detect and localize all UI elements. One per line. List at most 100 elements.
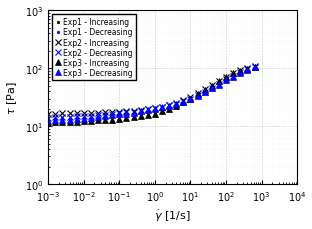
Exp2 - Decreasing [75,116,79,118]
Legend: Exp1 - Increasing, Exp1 - Decreasing, Exp2 - Increasing, Exp2 - Decreasing, Exp3: Exp1 - Increasing, Exp1 - Decreasing, Ex… [52,15,136,81]
X-axis label: $\dot{\gamma}$ [1/s]: $\dot{\gamma}$ [1/s] [154,208,191,224]
Exp3 - Decreasing [110,114,114,117]
Exp3 - Decreasing [246,69,249,72]
Exp2 - Decreasing [153,107,157,110]
Exp1 - Increasing [182,103,185,106]
Exp1 - Increasing [246,69,249,71]
Exp3 - Decreasing [196,95,199,98]
Exp3 - Decreasing [68,119,71,121]
Exp3 - Decreasing [210,87,214,90]
Exp1 - Decreasing [61,119,64,122]
Exp1 - Decreasing [253,67,256,70]
Exp1 - Decreasing [68,119,71,122]
Exp1 - Increasing [210,88,214,91]
Exp2 - Decreasing [167,104,171,107]
Exp1 - Increasing [196,96,199,99]
Exp2 - Decreasing [203,91,207,94]
Exp2 - Increasing [210,85,214,87]
Exp2 - Increasing [117,111,121,114]
Exp1 - Increasing [217,84,221,86]
Exp3 - Increasing [110,119,114,121]
Exp1 - Decreasing [96,117,100,120]
Exp2 - Increasing [82,112,85,115]
Exp2 - Decreasing [132,111,135,114]
Exp2 - Decreasing [46,117,50,120]
Exp3 - Decreasing [238,72,242,75]
Exp3 - Decreasing [253,67,256,69]
Exp1 - Decreasing [103,116,107,119]
Exp1 - Decreasing [174,104,178,107]
Exp2 - Increasing [189,96,193,98]
Exp2 - Decreasing [146,109,150,111]
Exp3 - Decreasing [124,113,128,115]
Exp3 - Increasing [53,121,57,124]
Exp3 - Increasing [217,81,221,83]
Exp1 - Increasing [224,79,228,82]
Exp2 - Decreasing [68,116,71,119]
Exp2 - Increasing [167,104,171,107]
Exp1 - Decreasing [117,114,121,117]
Exp2 - Decreasing [217,83,221,86]
Exp2 - Decreasing [253,66,256,69]
Exp3 - Decreasing [189,98,193,101]
Exp3 - Increasing [203,89,207,92]
Exp1 - Decreasing [46,120,50,122]
Exp2 - Increasing [253,66,256,68]
Exp2 - Decreasing [160,106,164,109]
Exp1 - Decreasing [167,106,171,109]
Exp3 - Decreasing [203,91,207,94]
Exp3 - Increasing [89,120,93,123]
Exp3 - Decreasing [103,115,107,118]
Exp1 - Decreasing [246,69,249,72]
Exp2 - Decreasing [110,113,114,116]
Exp2 - Decreasing [124,112,128,114]
Exp1 - Increasing [68,117,71,120]
Exp1 - Decreasing [203,92,207,95]
Exp1 - Decreasing [182,102,185,104]
Exp3 - Increasing [61,121,64,124]
Exp2 - Increasing [246,68,249,70]
Exp2 - Increasing [89,112,93,115]
Exp2 - Decreasing [89,115,93,117]
Exp1 - Decreasing [231,76,235,79]
Exp2 - Decreasing [96,114,100,117]
Exp3 - Increasing [46,122,50,124]
Exp2 - Decreasing [238,71,242,74]
Exp3 - Increasing [124,117,128,120]
Exp3 - Increasing [82,120,85,123]
Exp1 - Decreasing [110,115,114,118]
Exp1 - Increasing [238,71,242,74]
Exp1 - Decreasing [53,119,57,122]
Exp2 - Decreasing [139,110,143,112]
Exp3 - Increasing [103,119,107,122]
Exp2 - Decreasing [82,115,85,118]
Exp3 - Decreasing [53,119,57,122]
Line: Exp3 - Increasing: Exp3 - Increasing [46,65,257,126]
Exp2 - Decreasing [224,79,228,82]
Exp1 - Increasing [160,110,164,113]
Exp2 - Increasing [160,106,164,109]
Exp2 - Increasing [224,76,228,79]
Exp1 - Increasing [89,117,93,120]
Exp2 - Decreasing [189,98,193,101]
Exp1 - Increasing [132,114,135,117]
Exp3 - Increasing [196,93,199,96]
Exp2 - Decreasing [174,103,178,106]
Exp2 - Increasing [217,80,221,83]
Exp3 - Increasing [189,98,193,101]
Exp1 - Increasing [46,118,50,120]
Exp2 - Increasing [53,113,57,115]
Line: Exp2 - Increasing: Exp2 - Increasing [46,64,257,117]
Exp2 - Decreasing [196,94,199,97]
Exp3 - Decreasing [82,118,85,120]
Exp3 - Increasing [160,110,164,113]
Exp1 - Increasing [167,109,171,111]
Exp3 - Increasing [246,68,249,71]
Exp3 - Decreasing [117,113,121,116]
Exp2 - Increasing [96,112,100,114]
Exp1 - Increasing [82,117,85,120]
Exp1 - Decreasing [82,118,85,121]
Exp2 - Increasing [61,112,64,115]
Exp3 - Decreasing [224,80,228,82]
Exp1 - Increasing [253,66,256,69]
